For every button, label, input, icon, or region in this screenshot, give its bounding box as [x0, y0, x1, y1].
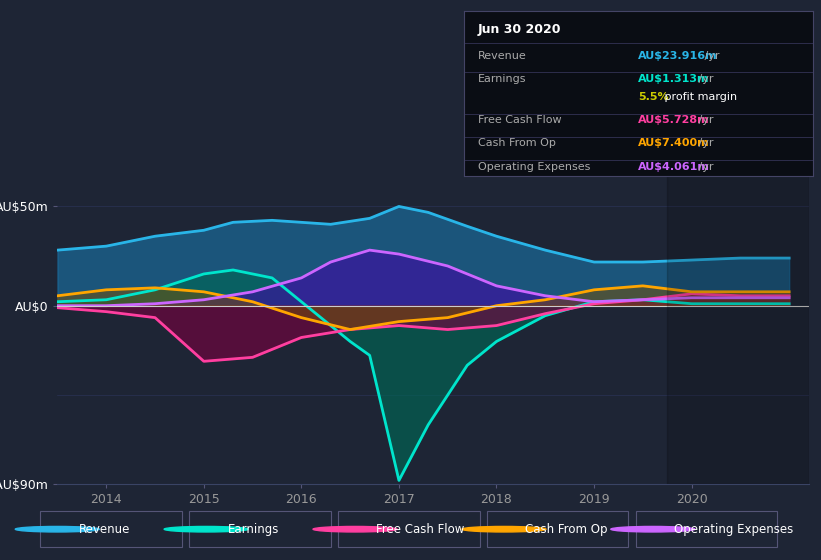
Text: Earnings: Earnings: [227, 522, 279, 536]
Text: AU$4.061m: AU$4.061m: [639, 161, 710, 171]
Text: /yr: /yr: [701, 51, 720, 61]
Text: Free Cash Flow: Free Cash Flow: [377, 522, 465, 536]
Text: profit margin: profit margin: [661, 92, 737, 102]
Text: /yr: /yr: [695, 138, 713, 148]
Text: AU$7.400m: AU$7.400m: [639, 138, 710, 148]
Circle shape: [16, 526, 99, 532]
Text: /yr: /yr: [695, 115, 713, 125]
Text: Revenue: Revenue: [478, 51, 526, 61]
Text: 5.5%: 5.5%: [639, 92, 669, 102]
Text: Earnings: Earnings: [478, 74, 526, 84]
Circle shape: [611, 526, 695, 532]
Text: Cash From Op: Cash From Op: [478, 138, 556, 148]
Text: Jun 30 2020: Jun 30 2020: [478, 23, 562, 36]
Circle shape: [313, 526, 397, 532]
Circle shape: [462, 526, 546, 532]
Text: Free Cash Flow: Free Cash Flow: [478, 115, 562, 125]
Circle shape: [164, 526, 248, 532]
Text: Operating Expenses: Operating Expenses: [674, 522, 793, 536]
Text: /yr: /yr: [695, 74, 713, 84]
Text: Cash From Op: Cash From Op: [525, 522, 608, 536]
Text: AU$23.916m: AU$23.916m: [639, 51, 718, 61]
Bar: [667, 157, 809, 484]
Text: AU$1.313m: AU$1.313m: [639, 74, 710, 84]
Text: Revenue: Revenue: [79, 522, 130, 536]
Text: /yr: /yr: [695, 161, 713, 171]
Text: AU$5.728m: AU$5.728m: [639, 115, 710, 125]
Text: Operating Expenses: Operating Expenses: [478, 161, 590, 171]
